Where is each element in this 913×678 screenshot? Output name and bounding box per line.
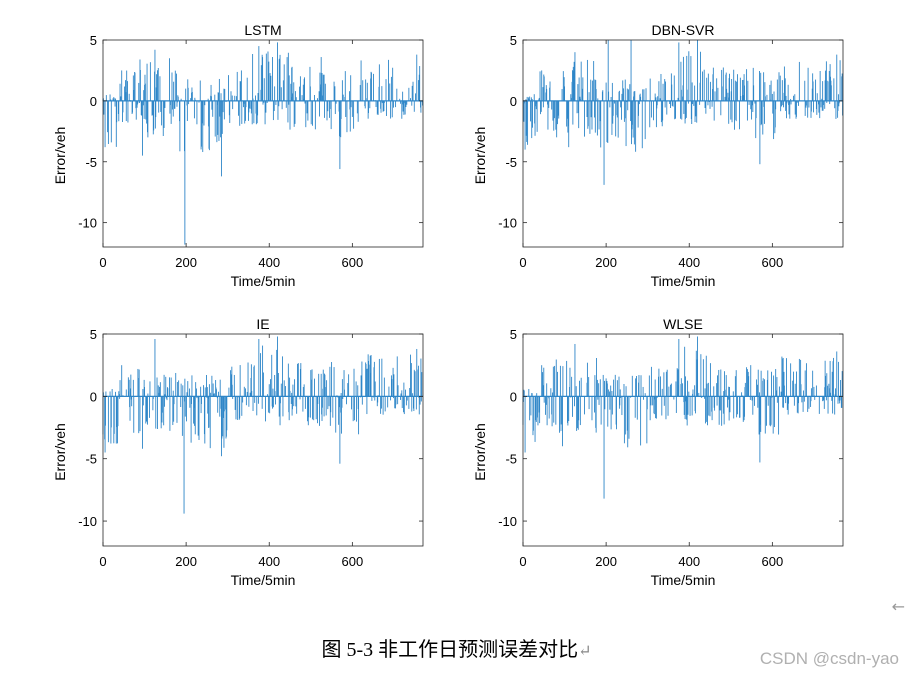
x-axis-label: Time/5min bbox=[231, 273, 296, 289]
subplot-title: LSTM bbox=[244, 22, 281, 38]
y-tick-label: 0 bbox=[90, 389, 97, 404]
y-tick-label: -10 bbox=[498, 514, 517, 529]
axes-box bbox=[102, 333, 424, 547]
watermark: CSDN @csdn-yao bbox=[759, 649, 899, 668]
x-tick-label: 600 bbox=[761, 554, 783, 569]
y-tick-label: 5 bbox=[510, 327, 517, 342]
y-tick-label: 5 bbox=[510, 33, 517, 48]
x-axis-label: Time/5min bbox=[651, 572, 716, 588]
y-tick-label: 0 bbox=[90, 94, 97, 109]
figure-caption: 图 5-3 非工作日预测误差对比↵ bbox=[0, 633, 913, 662]
return-arrow-icon: ← bbox=[891, 597, 905, 616]
subplot-wlse: 5 0 -5 -10 0 200 400 600 WLSE Time/5min Error/veh bbox=[472, 316, 844, 588]
x-tick-label: 600 bbox=[341, 255, 363, 270]
bar-series bbox=[102, 336, 423, 514]
y-tick-label: 5 bbox=[90, 33, 97, 48]
y-tick-label: 5 bbox=[90, 327, 97, 342]
y-axis-label: Error/veh bbox=[52, 423, 68, 481]
y-axis-label: Error/veh bbox=[472, 423, 488, 481]
bar-series bbox=[102, 42, 424, 245]
x-tick-label: 400 bbox=[258, 554, 280, 569]
y-axis-label: Error/veh bbox=[52, 127, 68, 185]
y-tick-label: -5 bbox=[505, 452, 517, 467]
y-tick-label: -5 bbox=[505, 155, 517, 170]
subplot-title: WLSE bbox=[663, 316, 703, 332]
x-tick-label: 200 bbox=[595, 255, 617, 270]
x-axis-label: Time/5min bbox=[231, 572, 296, 588]
axes-box bbox=[522, 39, 844, 248]
y-tick-label: 0 bbox=[510, 94, 517, 109]
subplot-dbn-svr: 5 0 -5 -10 0 200 400 600 DBN-SVR Time/5min Error/v… bbox=[472, 22, 844, 289]
y-tick-label: -10 bbox=[498, 216, 517, 231]
x-tick-label: 0 bbox=[519, 255, 526, 270]
x-tick-label: 600 bbox=[761, 255, 783, 270]
y-tick-label: 0 bbox=[510, 389, 517, 404]
bar-series bbox=[522, 40, 844, 185]
subplot-ie: 5 0 -5 -10 0 200 400 600 IE Time/5min Error/veh bbox=[52, 316, 424, 588]
x-axis-label: Time/5min bbox=[651, 273, 716, 289]
x-tick-label: 0 bbox=[99, 255, 106, 270]
x-tick-label: 400 bbox=[258, 255, 280, 270]
y-tick-label: -10 bbox=[78, 216, 97, 231]
subplot-lstm: 5 0 -5 -10 0 200 400 600 LSTM Time/5min Error/veh bbox=[52, 22, 424, 289]
axes-box bbox=[102, 39, 424, 248]
axes-box bbox=[522, 333, 844, 547]
subplot-title: DBN-SVR bbox=[651, 22, 714, 38]
x-tick-label: 400 bbox=[678, 554, 700, 569]
x-tick-label: 400 bbox=[678, 255, 700, 270]
y-tick-label: -5 bbox=[85, 155, 97, 170]
x-tick-label: 200 bbox=[175, 255, 197, 270]
bar-series bbox=[522, 336, 843, 499]
x-tick-label: 600 bbox=[341, 554, 363, 569]
y-tick-label: -10 bbox=[78, 514, 97, 529]
subplot-title: IE bbox=[256, 316, 269, 332]
x-tick-label: 0 bbox=[99, 554, 106, 569]
y-axis-label: Error/veh bbox=[472, 127, 488, 185]
figure-caption-text: 图 5-3 非工作日预测误差对比 bbox=[321, 639, 579, 661]
y-tick-label: -5 bbox=[85, 452, 97, 467]
x-tick-label: 200 bbox=[175, 554, 197, 569]
paragraph-mark-icon: ↵ bbox=[578, 643, 592, 660]
x-tick-label: 200 bbox=[595, 554, 617, 569]
x-tick-label: 0 bbox=[519, 554, 526, 569]
